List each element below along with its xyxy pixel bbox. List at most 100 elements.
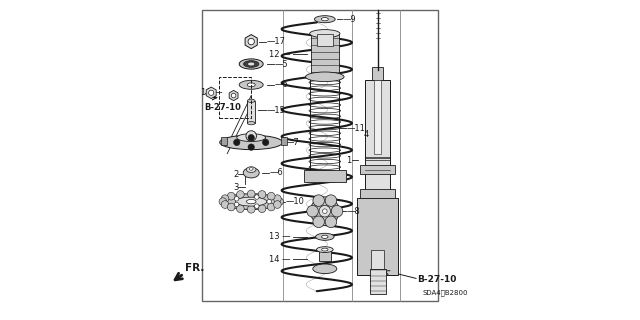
Circle shape (246, 131, 257, 141)
Text: —11: —11 (346, 124, 365, 132)
Bar (319, 250, 330, 261)
Circle shape (248, 144, 254, 150)
Circle shape (313, 216, 324, 228)
Text: 3: 3 (234, 183, 239, 192)
Ellipse shape (239, 59, 263, 69)
Circle shape (258, 205, 266, 212)
Polygon shape (229, 91, 238, 101)
Circle shape (255, 195, 259, 199)
Circle shape (221, 195, 229, 203)
Ellipse shape (220, 135, 283, 150)
Bar (372, 67, 383, 80)
Text: 12 —: 12 — (269, 50, 291, 59)
Circle shape (273, 201, 281, 208)
Circle shape (247, 205, 255, 213)
Circle shape (268, 192, 275, 200)
Text: —6: —6 (275, 80, 288, 89)
Circle shape (310, 197, 339, 226)
Circle shape (255, 204, 259, 208)
Circle shape (258, 191, 266, 198)
Ellipse shape (243, 61, 259, 68)
Circle shape (227, 192, 235, 200)
Circle shape (248, 134, 254, 141)
Ellipse shape (247, 122, 255, 125)
Circle shape (323, 209, 327, 213)
Text: 1: 1 (346, 156, 351, 164)
Circle shape (325, 216, 337, 228)
Circle shape (273, 195, 281, 203)
Ellipse shape (221, 194, 281, 209)
Circle shape (209, 90, 214, 95)
Bar (311, 34, 339, 77)
Text: —17: —17 (266, 37, 285, 46)
Circle shape (262, 139, 269, 146)
Ellipse shape (250, 168, 253, 170)
Bar (221, 137, 227, 145)
Bar (374, 80, 381, 154)
Circle shape (227, 203, 235, 211)
Bar (365, 80, 390, 218)
Bar (371, 250, 384, 269)
Circle shape (313, 195, 324, 206)
Ellipse shape (239, 80, 263, 89)
Ellipse shape (307, 74, 343, 80)
Circle shape (234, 196, 239, 201)
Text: 16 —: 16 — (201, 88, 222, 97)
Bar (357, 198, 398, 275)
Ellipse shape (246, 167, 256, 172)
Bar (202, 10, 438, 301)
Text: —9: —9 (343, 15, 356, 24)
Text: —10: —10 (285, 197, 304, 206)
Text: B-27-10: B-27-10 (204, 103, 241, 112)
Ellipse shape (316, 233, 334, 240)
Ellipse shape (321, 18, 328, 21)
Circle shape (247, 190, 255, 198)
Ellipse shape (246, 199, 256, 204)
Text: 4: 4 (364, 130, 369, 139)
Ellipse shape (247, 83, 255, 87)
Polygon shape (206, 87, 216, 99)
Text: FR.: FR. (185, 263, 204, 273)
Circle shape (237, 205, 244, 212)
Circle shape (234, 139, 240, 146)
Ellipse shape (237, 134, 266, 141)
Text: —7: —7 (285, 138, 299, 147)
Circle shape (332, 205, 343, 217)
Ellipse shape (313, 264, 337, 274)
Text: 2: 2 (234, 170, 239, 179)
Bar (370, 269, 385, 294)
Polygon shape (321, 206, 329, 216)
Ellipse shape (317, 247, 333, 252)
Text: —5: —5 (275, 60, 288, 68)
Circle shape (221, 201, 229, 208)
Ellipse shape (236, 197, 267, 206)
Text: SDA4－B2800: SDA4－B2800 (422, 290, 468, 296)
Ellipse shape (248, 62, 255, 66)
Polygon shape (245, 35, 257, 49)
Text: 14 —: 14 — (269, 255, 291, 264)
Text: —6: —6 (269, 168, 283, 177)
Bar (219, 77, 251, 118)
Ellipse shape (243, 168, 259, 178)
Circle shape (219, 198, 227, 205)
Text: B-27-10: B-27-10 (417, 276, 456, 284)
Ellipse shape (310, 30, 340, 38)
Text: 13 —: 13 — (269, 232, 291, 241)
Ellipse shape (247, 99, 255, 102)
Circle shape (268, 203, 275, 211)
Text: —8: —8 (346, 207, 360, 216)
Bar (282, 137, 287, 145)
Circle shape (267, 199, 271, 204)
Ellipse shape (305, 72, 344, 82)
Bar (247, 101, 255, 123)
Ellipse shape (322, 248, 328, 251)
Bar (304, 170, 346, 182)
Ellipse shape (322, 235, 328, 238)
Bar (360, 189, 396, 198)
Circle shape (325, 195, 337, 206)
Circle shape (307, 205, 318, 217)
Circle shape (276, 198, 284, 205)
Circle shape (234, 202, 239, 207)
Circle shape (248, 38, 254, 45)
Circle shape (319, 205, 331, 217)
